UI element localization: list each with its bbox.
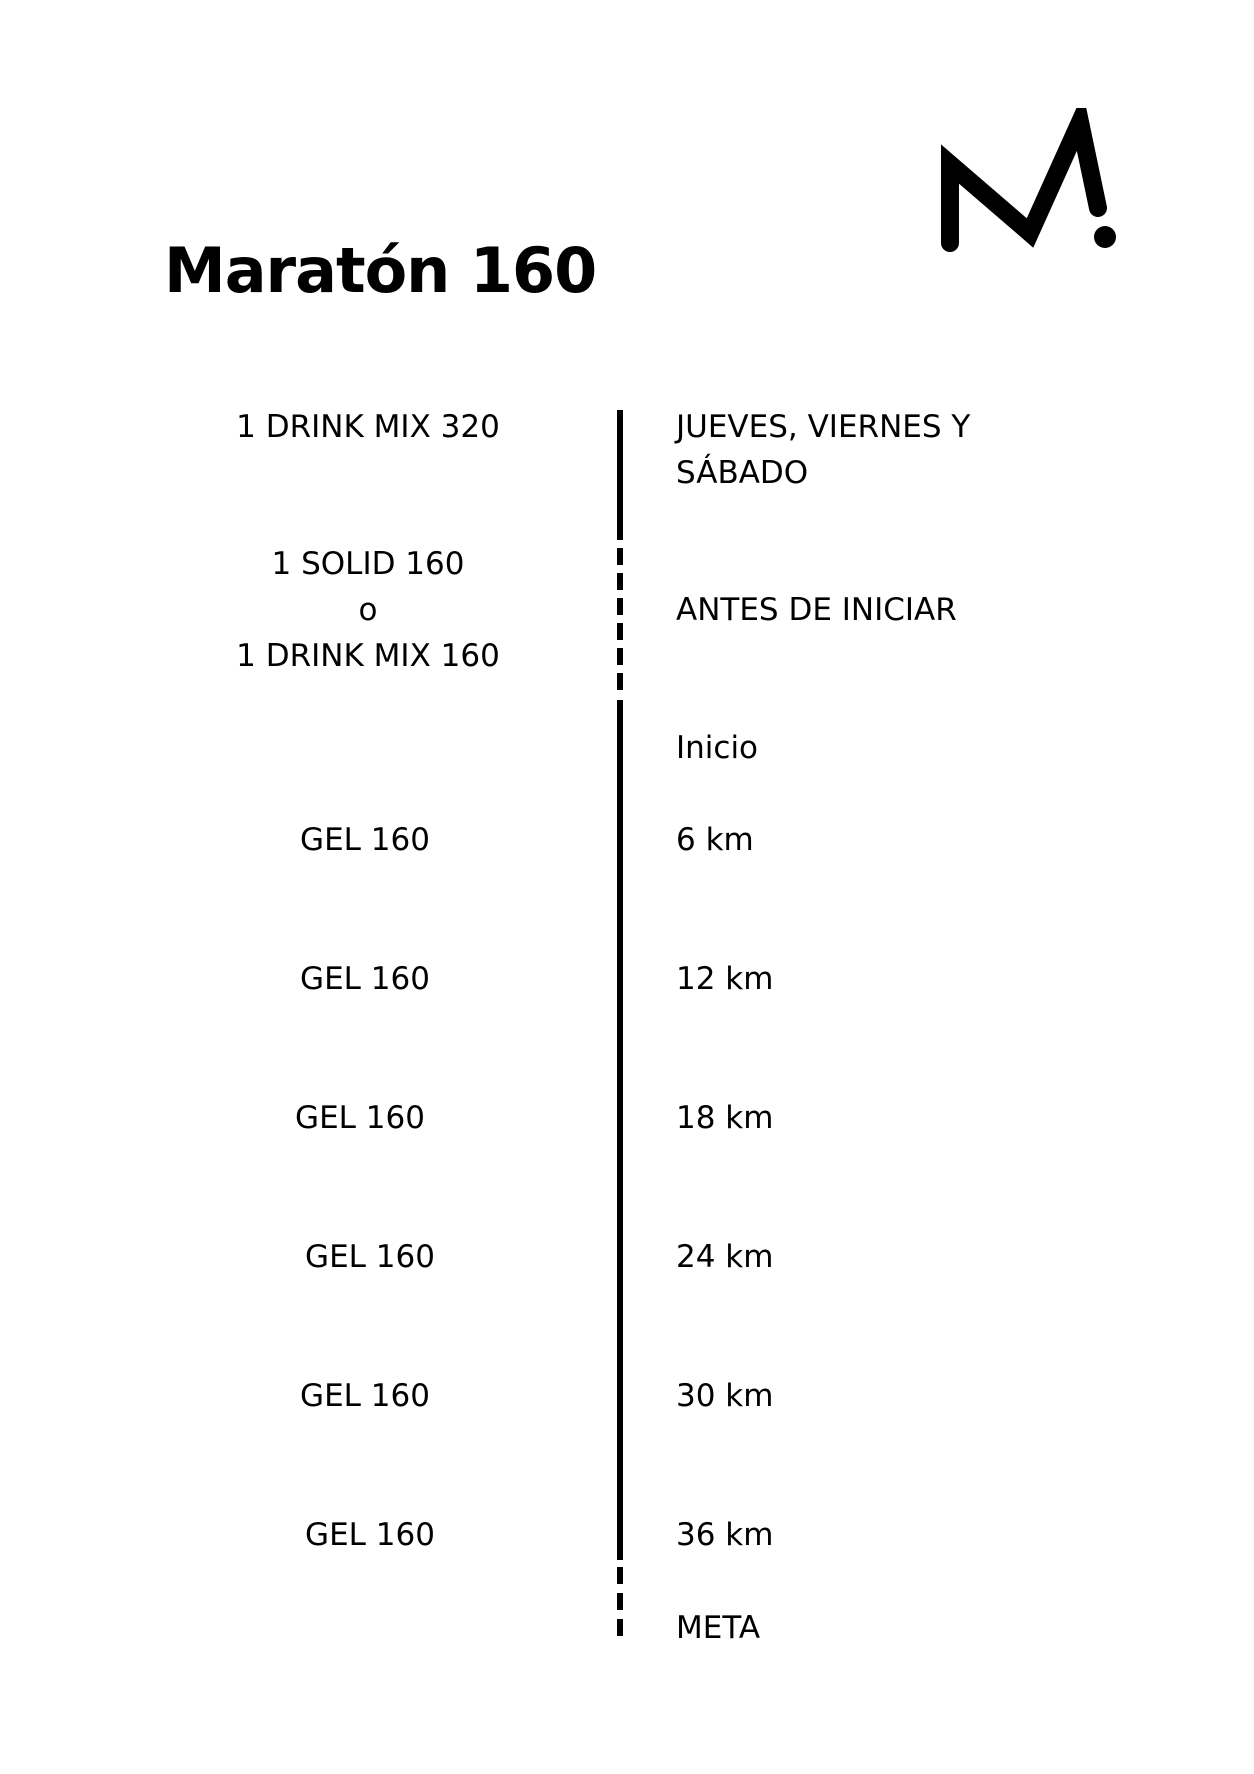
timeline-row-moment: Inicio: [676, 730, 759, 766]
timeline-row-moment: 30 km: [676, 1378, 774, 1414]
timeline-row-product: 1 SOLID 160 o 1 DRINK MIX 160: [236, 546, 500, 674]
timeline-line-dash: [617, 673, 623, 690]
timeline-row-moment: 18 km: [676, 1100, 774, 1136]
timeline-row-moment: 12 km: [676, 961, 774, 997]
timeline-row-moment: META: [676, 1610, 761, 1646]
timeline-row-moment: ANTES DE INICIAR: [676, 592, 957, 628]
timeline-row-product: GEL 160: [300, 1378, 430, 1414]
timeline-row-moment: JUEVES, VIERNES Y SÁBADO: [676, 409, 971, 491]
timeline-row-product: GEL 160: [300, 961, 430, 997]
timeline-line-dash: [617, 573, 623, 590]
timeline-line-dash: [617, 1619, 623, 1636]
timeline-row-moment: 36 km: [676, 1517, 774, 1553]
timeline-row-moment: 24 km: [676, 1239, 774, 1275]
timeline-row-product: GEL 160: [305, 1239, 435, 1275]
timeline-line-dash: [617, 648, 623, 665]
timeline-row-product: GEL 160: [305, 1517, 435, 1553]
timeline-row-product: 1 DRINK MIX 320: [236, 409, 500, 445]
m-mark-logo-icon: [941, 108, 1116, 252]
timeline-line-dash: [617, 623, 623, 640]
timeline-line-dash: [617, 1567, 623, 1584]
timeline-line-dash: [617, 598, 623, 615]
timeline-row-product: GEL 160: [300, 822, 430, 858]
timeline-line-solid: [617, 410, 623, 540]
timeline-line-dash: [617, 1593, 623, 1610]
page-title: Maratón 160: [164, 234, 597, 307]
timeline-line-dash: [617, 548, 623, 565]
timeline-row-product: GEL 160: [295, 1100, 425, 1136]
timeline-row-moment: 6 km: [676, 822, 754, 858]
timeline-line-solid: [617, 700, 623, 1560]
